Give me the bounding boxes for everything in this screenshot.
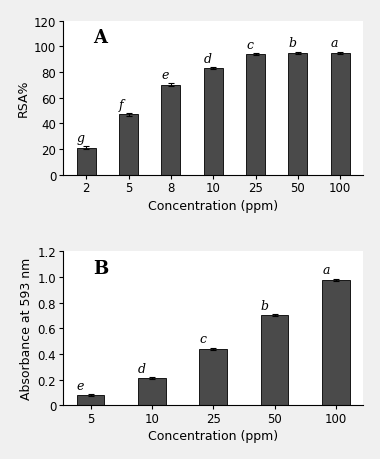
Text: d: d	[204, 52, 212, 65]
Text: B: B	[93, 259, 108, 277]
Text: b: b	[261, 299, 269, 313]
Bar	[322, 280, 350, 405]
Bar	[77, 395, 104, 405]
Text: a: a	[322, 263, 329, 277]
Text: c: c	[246, 39, 253, 51]
Text: g: g	[77, 131, 85, 145]
Text: f: f	[119, 99, 124, 112]
Bar	[77, 148, 96, 175]
Text: e: e	[162, 69, 169, 82]
Bar	[162, 85, 180, 175]
Text: A: A	[93, 29, 107, 47]
Bar	[261, 316, 288, 405]
X-axis label: Concentration (ppm): Concentration (ppm)	[148, 430, 278, 442]
Text: b: b	[288, 37, 296, 50]
Bar	[200, 349, 227, 405]
Bar	[119, 115, 138, 175]
Bar	[246, 55, 265, 175]
Text: d: d	[138, 362, 146, 375]
Text: a: a	[331, 37, 338, 50]
Bar	[288, 54, 307, 175]
Bar	[331, 54, 350, 175]
Y-axis label: Absorbance at 593 nm: Absorbance at 593 nm	[20, 257, 33, 399]
Y-axis label: RSA%: RSA%	[17, 80, 30, 117]
Bar	[204, 69, 223, 175]
Text: c: c	[200, 333, 206, 346]
X-axis label: Concentration (ppm): Concentration (ppm)	[148, 199, 278, 212]
Bar	[138, 379, 166, 405]
Text: e: e	[77, 379, 84, 392]
